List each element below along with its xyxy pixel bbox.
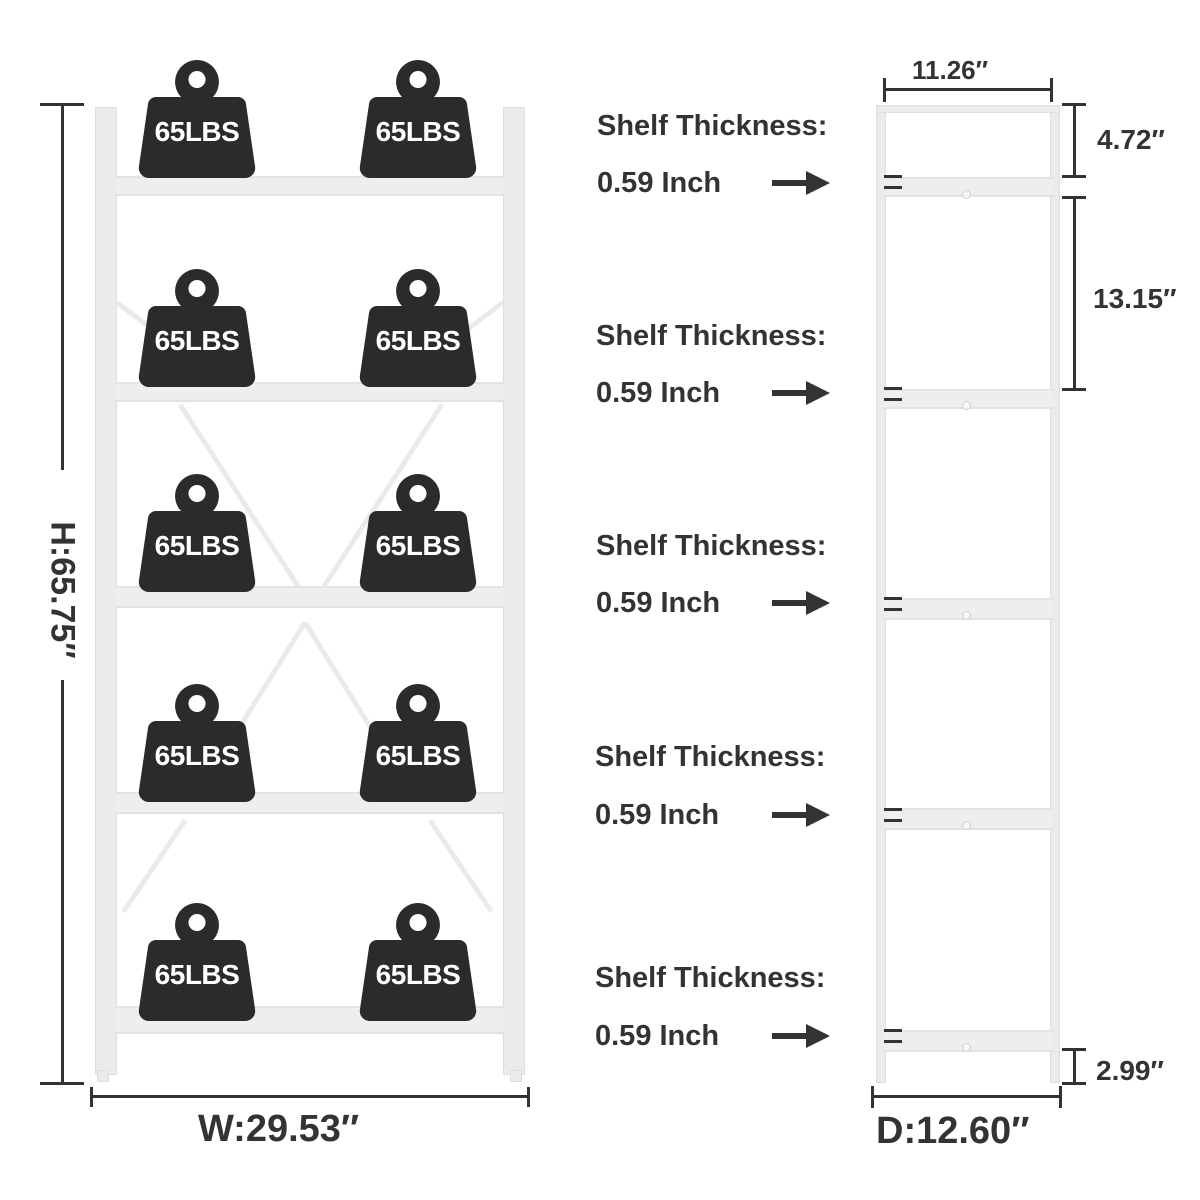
weight-badge: 65LBS — [137, 682, 257, 802]
thickness-marks — [884, 808, 902, 822]
side-back-post — [1050, 105, 1060, 1083]
screw — [962, 401, 971, 410]
weight-label: 65LBS — [154, 740, 240, 771]
shelf-thickness-title: Shelf Thickness: — [595, 741, 826, 773]
shelf-thickness-value: 0.59 Inch — [596, 587, 721, 619]
weight-badge: 65LBS — [358, 682, 478, 802]
front-right-post — [503, 107, 525, 1075]
width-dim-right-cap — [527, 1087, 530, 1107]
depth-label: D:12.60″ — [876, 1110, 1030, 1152]
weight-label: 65LBS — [375, 116, 461, 147]
weight-label: 65LBS — [154, 116, 240, 147]
top-gap-cap-bottom — [1062, 175, 1086, 178]
kettlebell-weight-icon — [359, 269, 477, 387]
kettlebell-weight-icon — [359, 60, 477, 178]
screw — [962, 190, 971, 199]
shelf-thickness-value: 0.59 Inch — [597, 167, 722, 199]
width-label: W:29.53″ — [198, 1108, 360, 1150]
weight-badge: 65LBS — [137, 58, 257, 178]
top-gap-line — [1073, 104, 1076, 176]
shelf-thickness-title: Shelf Thickness: — [596, 530, 827, 562]
thickness-marks — [884, 597, 902, 611]
bottom-clearance-label: 2.99″ — [1096, 1055, 1164, 1086]
cross-brace — [121, 819, 188, 914]
weight-badge: 65LBS — [358, 472, 478, 592]
weight-label: 65LBS — [154, 530, 240, 561]
weight-badge: 65LBS — [358, 267, 478, 387]
shelf-thickness-value: 0.59 Inch — [596, 377, 721, 409]
height-dim-line-upper — [61, 104, 64, 470]
bottom-clearance-cap-bottom — [1062, 1082, 1086, 1085]
weight-badge: 65LBS — [137, 472, 257, 592]
weight-label: 65LBS — [154, 959, 240, 990]
cross-brace — [427, 819, 494, 914]
kettlebell-weight-icon — [138, 269, 256, 387]
shelf-thickness-title: Shelf Thickness: — [596, 320, 827, 352]
weight-label: 65LBS — [375, 740, 461, 771]
thickness-marks — [884, 175, 902, 189]
screw — [962, 1043, 971, 1052]
shelf-gap-line — [1073, 197, 1076, 390]
arrow-right-icon — [772, 1024, 830, 1048]
side-front-post — [876, 105, 886, 1083]
thickness-marks — [884, 1029, 902, 1043]
thickness-marks — [884, 387, 902, 401]
shelf-thickness-value: 0.59 Inch — [595, 1020, 720, 1052]
height-dim-bottom-cap — [40, 1082, 84, 1085]
depth-dim-line — [872, 1095, 1062, 1098]
top-gap-label: 4.72″ — [1097, 124, 1165, 155]
top-width-right-cap — [1050, 78, 1053, 102]
top-width-label: 11.26″ — [912, 55, 989, 85]
screw — [962, 821, 971, 830]
arrow-right-icon — [772, 171, 830, 195]
depth-dim-right-cap — [1059, 1086, 1062, 1108]
kettlebell-weight-icon — [359, 474, 477, 592]
kettlebell-weight-icon — [138, 60, 256, 178]
arrow-right-icon — [772, 381, 830, 405]
width-dim-line — [91, 1095, 530, 1098]
shelf-gap-label: 13.15″ — [1093, 283, 1177, 314]
front-left-foot — [97, 1070, 109, 1082]
shelf-gap-cap-bottom — [1062, 388, 1086, 391]
kettlebell-weight-icon — [359, 903, 477, 1021]
front-left-post — [95, 107, 117, 1075]
weight-label: 65LBS — [375, 530, 461, 561]
weight-badge: 65LBS — [358, 58, 478, 178]
kettlebell-weight-icon — [138, 903, 256, 1021]
height-label: H:65.75″ — [43, 521, 82, 659]
bottom-clearance-line — [1073, 1049, 1076, 1084]
front-shelf-2 — [115, 382, 505, 402]
shelf-thickness-title: Shelf Thickness: — [595, 962, 826, 994]
arrow-right-icon — [772, 803, 830, 827]
height-dim-line-lower — [61, 680, 64, 1084]
shelf-thickness-title: Shelf Thickness: — [597, 110, 828, 142]
weight-badge: 65LBS — [358, 901, 478, 1021]
kettlebell-weight-icon — [138, 684, 256, 802]
weight-label: 65LBS — [154, 325, 240, 356]
weight-label: 65LBS — [375, 959, 461, 990]
front-right-foot — [510, 1070, 522, 1082]
weight-badge: 65LBS — [137, 267, 257, 387]
weight-badge: 65LBS — [137, 901, 257, 1021]
top-width-line — [884, 88, 1052, 91]
weight-label: 65LBS — [375, 325, 461, 356]
side-top-rail — [876, 105, 1060, 113]
screw — [962, 611, 971, 620]
kettlebell-weight-icon — [138, 474, 256, 592]
shelf-thickness-value: 0.59 Inch — [595, 799, 720, 831]
front-shelf-1 — [115, 176, 505, 196]
arrow-right-icon — [772, 591, 830, 615]
kettlebell-weight-icon — [359, 684, 477, 802]
